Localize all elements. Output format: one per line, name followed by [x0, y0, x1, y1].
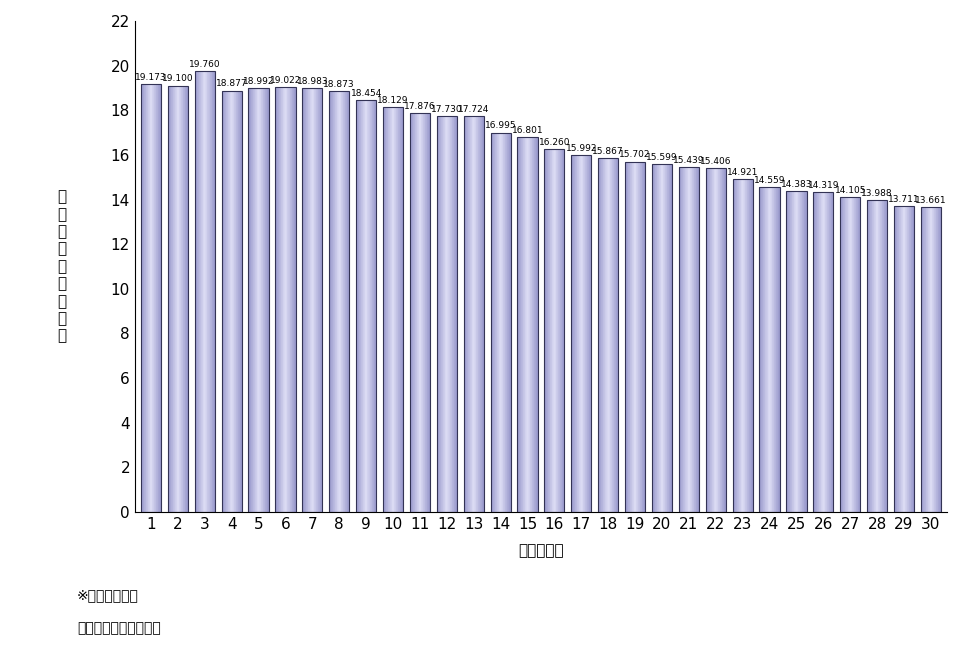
Bar [625, 161, 645, 512]
Text: 14.319: 14.319 [808, 181, 839, 190]
Bar [463, 117, 483, 512]
Text: ※専任水防団数: ※専任水防団数 [77, 588, 139, 602]
Bar [571, 155, 591, 512]
Text: 14.105: 14.105 [835, 186, 866, 195]
Text: 13.661: 13.661 [915, 196, 947, 205]
Bar [679, 167, 699, 512]
Bar [598, 158, 618, 512]
Text: 13.988: 13.988 [861, 189, 893, 197]
Bar [813, 193, 833, 512]
Bar [410, 113, 430, 512]
Bar [706, 168, 726, 512]
Bar [437, 117, 456, 512]
Text: 出展：国土交通省資料: 出展：国土交通省資料 [77, 620, 161, 635]
Text: 15.439: 15.439 [673, 156, 705, 165]
Text: 17.876: 17.876 [404, 102, 435, 111]
Text: 15.702: 15.702 [619, 150, 651, 159]
Text: 18.129: 18.129 [377, 96, 408, 105]
Text: 15.992: 15.992 [565, 144, 597, 153]
Bar [867, 200, 887, 512]
Text: 15.406: 15.406 [700, 157, 732, 166]
Text: 15.867: 15.867 [592, 146, 624, 156]
Bar [490, 133, 510, 512]
Text: 19.022: 19.022 [270, 76, 301, 85]
Text: 16.995: 16.995 [484, 122, 516, 130]
Bar [840, 197, 860, 512]
Text: 16.260: 16.260 [538, 138, 570, 147]
Text: 19.760: 19.760 [189, 60, 221, 69]
Text: 14.383: 14.383 [781, 180, 812, 189]
Text: 14.921: 14.921 [727, 168, 758, 176]
Text: 17.730: 17.730 [431, 105, 462, 114]
Bar [517, 137, 537, 512]
Text: 13.711: 13.711 [888, 195, 920, 204]
Bar [221, 90, 242, 512]
Bar [329, 90, 350, 512]
Text: 16.801: 16.801 [511, 126, 543, 135]
Bar [383, 107, 403, 512]
Text: 19.173: 19.173 [135, 73, 167, 82]
Bar [248, 88, 269, 512]
Text: 水
防
団
員
数
（
千
人
）: 水 防 団 員 数 （ 千 人 ） [57, 189, 66, 344]
Text: 15.599: 15.599 [646, 152, 678, 161]
Bar [787, 191, 806, 512]
Bar [544, 149, 564, 512]
Bar [356, 100, 377, 512]
X-axis label: 年（平成）: 年（平成） [518, 543, 563, 558]
Bar [894, 206, 914, 512]
Text: 18.992: 18.992 [243, 77, 274, 86]
Bar [652, 164, 672, 512]
Bar [141, 84, 161, 512]
Bar [275, 87, 296, 512]
Bar [921, 207, 941, 512]
Text: 18.873: 18.873 [324, 79, 355, 89]
Text: 19.100: 19.100 [162, 74, 194, 83]
Bar [760, 187, 780, 512]
Bar [733, 179, 753, 512]
Bar [302, 89, 323, 512]
Text: 14.559: 14.559 [754, 176, 785, 185]
Text: 18.454: 18.454 [351, 89, 382, 98]
Text: 17.724: 17.724 [458, 105, 489, 114]
Bar [168, 86, 188, 512]
Text: 18.877: 18.877 [216, 79, 247, 89]
Bar [195, 71, 215, 512]
Text: 18.983: 18.983 [297, 77, 328, 86]
